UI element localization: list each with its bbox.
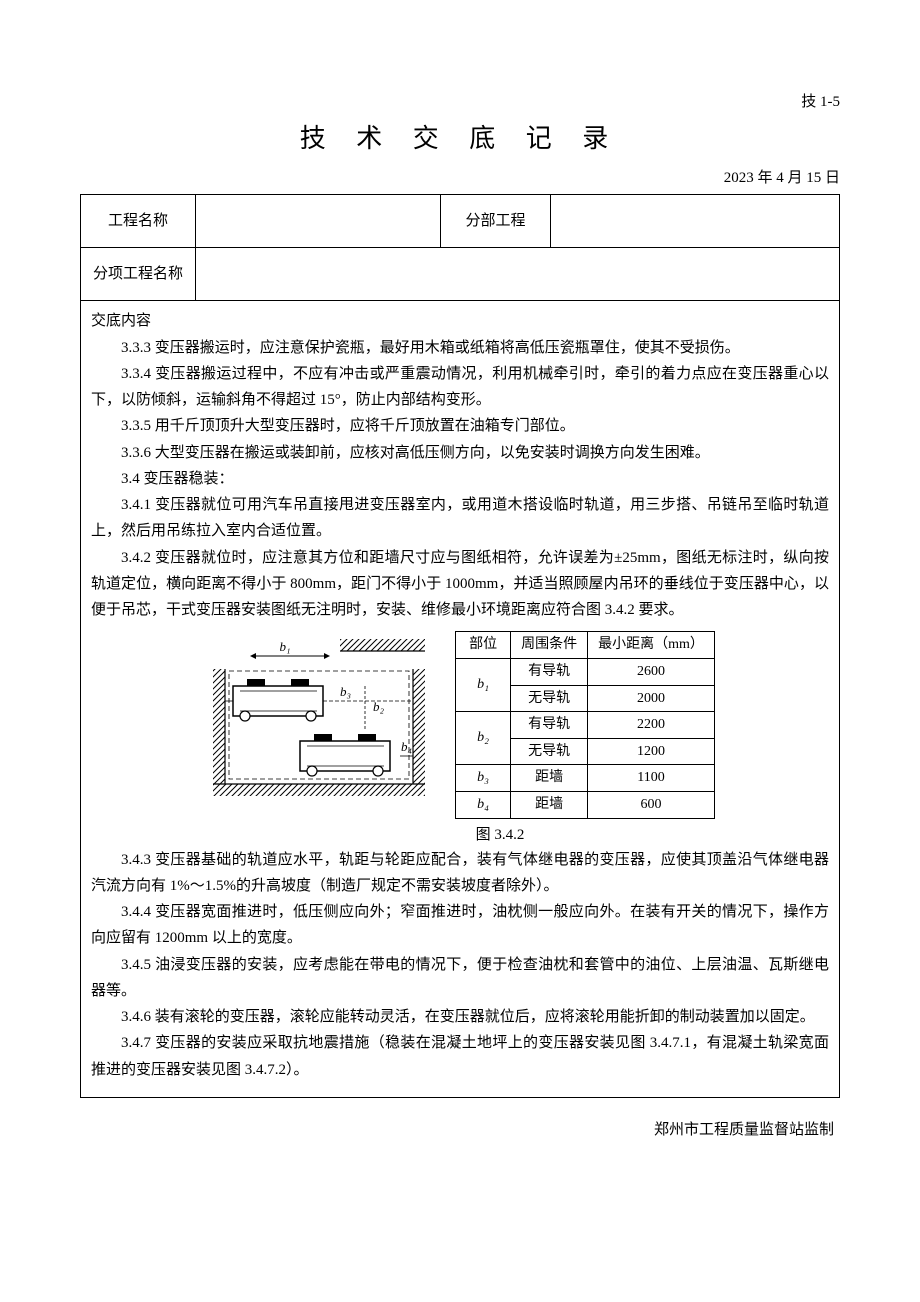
project-value	[196, 194, 441, 247]
division-value	[551, 194, 840, 247]
spec-part-b3: b₃	[456, 765, 511, 792]
diagram-342: b₁ b₂ b₃ b₄	[205, 631, 435, 806]
spec-h-cond: 周围条件	[511, 632, 588, 659]
para-335: 3.3.5 用千斤顶顶升大型变压器时，应将千斤顶放置在油箱专门部位。	[91, 413, 829, 439]
project-label: 工程名称	[81, 194, 196, 247]
figure-caption: 图 3.4.2	[91, 823, 829, 847]
spec-cond: 无导轨	[511, 685, 588, 712]
content-box: 交底内容 3.3.3 变压器搬运时，应注意保护瓷瓶，最好用木箱或纸箱将高低压瓷瓶…	[80, 301, 840, 1098]
spec-cond: 距墙	[511, 765, 588, 792]
para-346: 3.4.6 装有滚轮的变压器，滚轮应能转动灵活，在变压器就位后，应将滚轮用能折卸…	[91, 1004, 829, 1030]
para-34: 3.4 变压器稳装：	[91, 466, 829, 492]
para-343: 3.4.3 变压器基础的轨道应水平，轨距与轮距应配合，装有气体继电器的变压器，应…	[91, 847, 829, 900]
spec-part-b1: b₁	[456, 658, 511, 711]
spec-dist: 600	[588, 791, 715, 818]
content-label: 交底内容	[91, 309, 829, 333]
subitem-label: 分项工程名称	[81, 247, 196, 300]
page-title: 技 术 交 底 记 录	[80, 118, 840, 160]
division-label: 分部工程	[441, 194, 551, 247]
spec-cond: 有导轨	[511, 658, 588, 685]
spec-dist: 1100	[588, 765, 715, 792]
dim-b3: b₃	[340, 684, 351, 699]
spec-dist: 2000	[588, 685, 715, 712]
para-333: 3.3.3 变压器搬运时，应注意保护瓷瓶，最好用木箱或纸箱将高低压瓷瓶罩住，使其…	[91, 335, 829, 361]
para-336: 3.3.6 大型变压器在搬运或装卸前，应核对高低压侧方向，以免安装时调换方向发生…	[91, 440, 829, 466]
spec-part-b2: b₂	[456, 712, 511, 765]
spec-h-dist: 最小距离（mm）	[588, 632, 715, 659]
header-table: 工程名称 分部工程 分项工程名称	[80, 194, 840, 301]
spec-part-b4: b₄	[456, 791, 511, 818]
para-347: 3.4.7 变压器的安装应采取抗地震措施（稳装在混凝土地坪上的变压器安装见图 3…	[91, 1030, 829, 1083]
spec-table: 部位 周围条件 最小距离（mm） b₁ 有导轨 2600 无导轨 2000 b₂…	[455, 631, 715, 818]
dim-b4: b₄	[401, 739, 413, 754]
dim-b1: b₁	[280, 639, 291, 654]
spec-dist: 2600	[588, 658, 715, 685]
document-date: 2023 年 4 月 15 日	[80, 166, 840, 190]
document-code: 技 1-5	[80, 90, 840, 114]
para-344: 3.4.4 变压器宽面推进时，低压侧应向外；窄面推进时，油枕侧一般应向外。在装有…	[91, 899, 829, 952]
footer: 郑州市工程质量监督站监制	[80, 1118, 840, 1142]
spec-cond: 无导轨	[511, 738, 588, 765]
para-342: 3.4.2 变压器就位时，应注意其方位和距墙尺寸应与图纸相符，允许误差为±25m…	[91, 545, 829, 624]
subitem-value	[196, 247, 840, 300]
spec-dist: 2200	[588, 712, 715, 739]
para-345: 3.4.5 油浸变压器的安装，应考虑能在带电的情况下，便于检查油枕和套管中的油位…	[91, 952, 829, 1005]
para-341: 3.4.1 变压器就位可用汽车吊直接甩进变压器室内，或用道木搭设临时轨道，用三步…	[91, 492, 829, 545]
spec-h-part: 部位	[456, 632, 511, 659]
figure-row: b₁ b₂ b₃ b₄ 部位	[91, 631, 829, 818]
spec-dist: 1200	[588, 738, 715, 765]
para-334: 3.3.4 变压器搬运过程中，不应有冲击或严重震动情况，利用机械牵引时，牵引的着…	[91, 361, 829, 414]
spec-cond: 距墙	[511, 791, 588, 818]
spec-cond: 有导轨	[511, 712, 588, 739]
